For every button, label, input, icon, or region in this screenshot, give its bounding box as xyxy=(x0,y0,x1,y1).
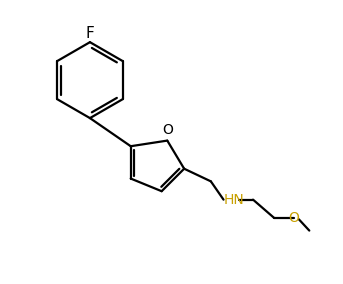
Text: F: F xyxy=(85,26,94,41)
Text: HN: HN xyxy=(224,193,244,207)
Text: O: O xyxy=(163,123,174,137)
Text: O: O xyxy=(288,211,299,225)
